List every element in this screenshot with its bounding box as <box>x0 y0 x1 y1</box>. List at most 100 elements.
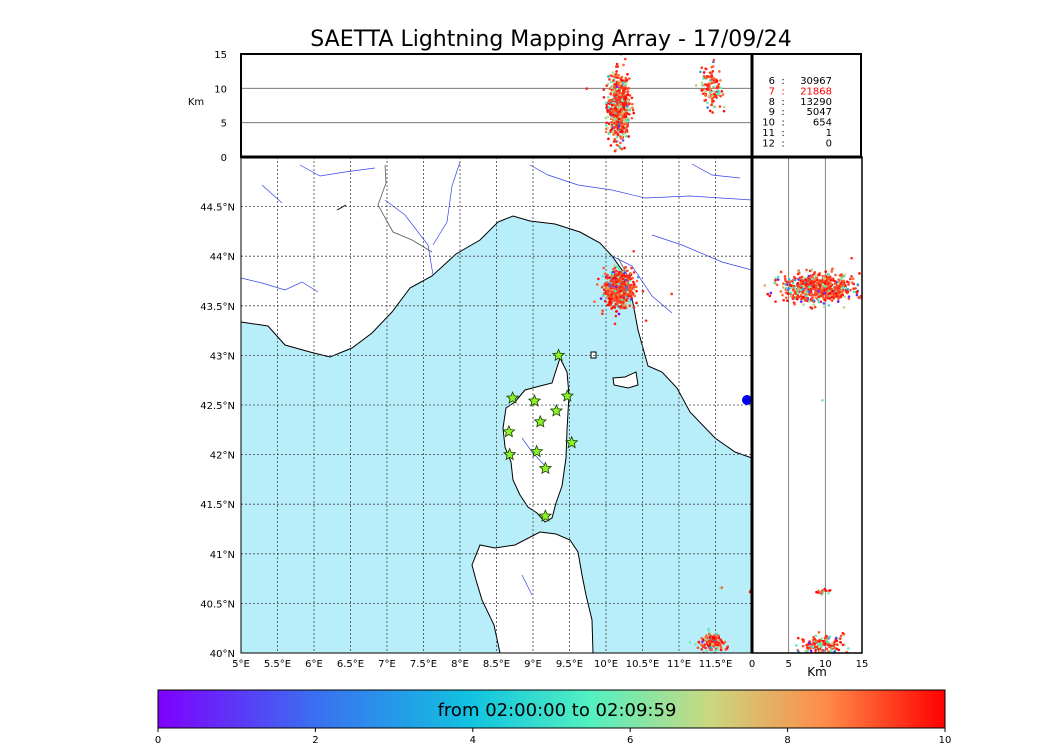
lat-altitude-source-point <box>833 287 837 291</box>
colorbar-tick-label: 2 <box>312 735 318 746</box>
lat-altitude-source-point <box>850 256 853 260</box>
stations-count-separator: : <box>781 128 784 139</box>
coastline-shadow <box>336 204 347 211</box>
lightning-source-point <box>626 294 630 297</box>
altitude-source-point <box>610 74 614 78</box>
lat-altitude-source-point <box>775 283 779 287</box>
altitude-source-point <box>608 112 612 116</box>
lat-altitude-source-point <box>828 635 832 639</box>
lightning-source-point <box>641 290 645 293</box>
station-star-marker <box>538 509 553 522</box>
station-star-marker <box>549 403 564 417</box>
lat-altitude-source-point <box>812 299 816 302</box>
altitude-source-point <box>699 70 702 74</box>
lightning-source-point <box>633 294 637 298</box>
altitude-source-point <box>718 70 721 73</box>
lat-altitude-source-point <box>810 277 814 281</box>
lat-altitude-source-point <box>815 276 819 279</box>
map-lightning-sources <box>593 249 752 653</box>
altitude-axis-label: Km <box>188 97 204 108</box>
altitude-source-point <box>703 93 707 96</box>
lat-altitude-source-point <box>796 281 800 285</box>
lat-altitude-source-point <box>805 286 809 290</box>
lat-altitude-source-point <box>836 643 839 647</box>
altitude-source-point <box>704 90 707 94</box>
lightning-source-point <box>708 639 712 642</box>
lightning-source-point <box>708 636 712 639</box>
altitude-source-point <box>620 95 623 98</box>
lightning-source-point <box>611 290 615 294</box>
lightning-source-point <box>714 645 718 649</box>
lat-altitude-source-point <box>816 281 820 284</box>
lightning-source-point <box>624 278 628 282</box>
lat-altitude-source-point <box>815 278 819 282</box>
altitude-source-point <box>615 93 618 97</box>
altitude-source-point <box>617 89 621 92</box>
lightning-source-point <box>714 648 717 652</box>
lat-altitude-source-point <box>791 278 795 282</box>
lightning-source-point <box>627 276 631 279</box>
lightning-source-point <box>711 642 714 646</box>
altitude-source-point <box>613 85 616 88</box>
lightning-source-point <box>717 648 720 652</box>
lat-altitude-source-point <box>785 296 788 300</box>
lightning-source-point <box>612 283 615 287</box>
lightning-source-point <box>713 641 716 644</box>
lat-altitude-source-point <box>817 273 821 277</box>
lat-altitude-source-point <box>828 645 831 649</box>
altitude-source-point <box>611 90 615 93</box>
lat-altitude-source-point <box>827 281 830 284</box>
altitude-source-point <box>618 99 622 102</box>
lat-altitude-source-point <box>855 293 859 297</box>
lat-tick-label: 41°N <box>210 550 235 561</box>
lightning-source-point <box>709 646 712 649</box>
lat-altitude-source-point <box>814 296 818 299</box>
lightning-source-point <box>614 282 618 286</box>
altitude-source-point <box>620 75 624 79</box>
lat-altitude-source-point <box>824 296 828 299</box>
altitude-source-point <box>609 80 613 84</box>
altitude-source-point <box>624 106 628 110</box>
lat-altitude-source-point <box>824 655 827 658</box>
altitude-source-point <box>607 105 611 109</box>
lightning-source-point <box>608 300 612 304</box>
lon-tick-label: 10°E <box>594 659 618 670</box>
altitude-source-point <box>632 111 636 115</box>
lat-altitude-source-point <box>840 276 844 280</box>
lat-altitude-source-point <box>840 294 843 297</box>
lat-altitude-source-point <box>786 299 789 303</box>
lightning-source-point <box>705 649 709 653</box>
lat-altitude-source-point <box>781 293 784 297</box>
lat-altitude-source-point <box>791 281 795 285</box>
lat-altitude-source-point <box>812 635 815 639</box>
lightning-source-point <box>704 638 707 641</box>
altitude-source-point <box>622 103 626 107</box>
lat-altitude-source-point <box>852 287 855 291</box>
lat-altitude-source-point <box>793 289 797 293</box>
lat-altitude-source-point <box>837 279 841 282</box>
lon-tick-label: 5°E <box>232 659 250 670</box>
lat-altitude-source-point <box>813 280 817 283</box>
lightning-source-point <box>620 282 624 285</box>
lightning-source-point <box>616 286 620 289</box>
altitude-source-point <box>604 130 608 134</box>
altitude-source-point <box>621 112 624 116</box>
colorbar-tick-label: 6 <box>627 735 633 746</box>
altitude-source-point <box>711 111 714 114</box>
lat-altitude-source-point <box>834 292 838 295</box>
lightning-source-point <box>617 273 621 276</box>
figure-title: SAETTA Lightning Mapping Array - 17/09/2… <box>310 27 791 52</box>
lma-stations <box>502 348 579 522</box>
lat-altitude-source-point <box>811 645 815 649</box>
lat-altitude-source-point <box>804 649 807 653</box>
lightning-source-point <box>623 282 627 286</box>
lat-altitude-source-point <box>799 300 803 303</box>
altitude-source-point <box>607 132 611 136</box>
lightning-source-point <box>630 291 633 294</box>
lat-altitude-source-point <box>769 291 773 295</box>
lat-altitude-source-point <box>855 290 859 293</box>
altitude-source-point <box>612 133 615 136</box>
stations-count-label: 9 <box>769 107 775 118</box>
lat-altitude-source-point <box>788 283 792 287</box>
lat-altitude-source-point <box>776 278 780 281</box>
